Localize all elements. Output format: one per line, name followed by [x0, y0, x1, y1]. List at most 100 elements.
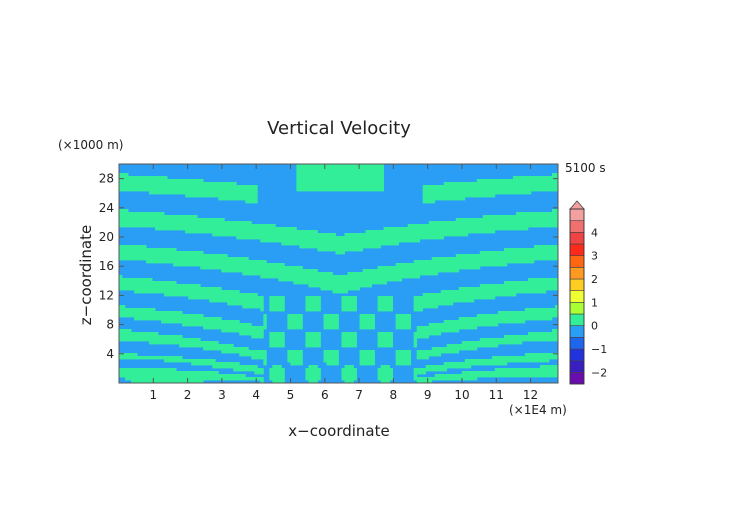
field-band-segment — [269, 374, 285, 378]
field-band-segment — [296, 170, 384, 174]
field-band-segment — [377, 344, 394, 348]
colorbar-swatch — [569, 267, 585, 280]
field-band-segment — [269, 338, 285, 342]
field-band-segment — [413, 308, 424, 312]
field-band-segment — [503, 281, 558, 285]
x-unit-label: (×1E4 m) — [509, 403, 567, 417]
field-band-segment — [554, 305, 558, 309]
x-tick-label: 10 — [454, 388, 469, 402]
colorbar-swatch — [569, 313, 585, 326]
field-band-segment — [119, 374, 246, 378]
field-band-segment — [296, 176, 384, 180]
x-tick-label: 8 — [390, 388, 398, 402]
field-band-segment — [260, 308, 264, 312]
colorbar-swatch — [569, 290, 585, 303]
field-band-segment — [269, 296, 285, 300]
field-band-segment — [377, 332, 394, 336]
field-band-segment — [290, 362, 303, 366]
field-band-segment — [263, 362, 267, 366]
field-band-segment — [305, 332, 321, 336]
field-band-segment — [422, 191, 532, 195]
field-band-segment — [119, 176, 168, 180]
field-band-segment — [260, 380, 264, 383]
field-band-segment — [416, 356, 430, 360]
x-tick-label: 11 — [489, 388, 504, 402]
field-band-segment — [119, 356, 183, 360]
x-axis: 1 2 3 4 5 6 7 8 9 10 11 12 — [149, 164, 538, 402]
field-band-segment — [299, 245, 381, 249]
y-tick-label: 24 — [99, 201, 114, 215]
field-band-segment — [416, 326, 478, 330]
field-band-segment — [119, 251, 204, 255]
field-band-segment — [344, 233, 469, 237]
colorbar-swatch — [569, 232, 585, 245]
field-band-segment — [263, 359, 267, 363]
field-band-segment — [287, 350, 303, 354]
field-band-segment — [323, 320, 339, 324]
field-band-segment — [413, 374, 418, 378]
field-band-segment — [515, 212, 558, 216]
y-tick-label: 28 — [99, 172, 114, 186]
colorbar-tick-label: 0 — [591, 320, 598, 333]
field-band-segment — [182, 323, 252, 327]
field-band-segment — [341, 341, 357, 345]
colorbar-swatch — [569, 348, 585, 361]
field-band-segment — [305, 299, 321, 303]
field-band-segment — [200, 266, 303, 270]
colorbar-swatch — [569, 278, 585, 291]
field-band-segment — [269, 341, 285, 345]
field-band-segment — [320, 287, 360, 291]
field-band-segment — [395, 320, 412, 324]
field-band-segment — [479, 251, 558, 255]
field-band-segment — [341, 338, 357, 342]
field-band-segment — [119, 212, 165, 216]
colorbar-frame — [569, 208, 585, 385]
field-band-segment — [383, 227, 529, 231]
field-band-segment — [377, 299, 394, 303]
field-band-segment — [365, 230, 496, 234]
field-band-segment — [428, 323, 499, 327]
field-band-segment — [119, 278, 153, 282]
field-band-segment — [395, 323, 412, 327]
field-band-segment — [431, 347, 478, 351]
field-band-segment — [269, 308, 285, 312]
field-band-segment — [119, 188, 258, 192]
field-band-segment — [422, 197, 466, 201]
field-band-segment — [527, 278, 558, 282]
field-band-segment — [377, 266, 481, 270]
field-band-segment — [164, 359, 216, 363]
field-band-segment — [119, 338, 201, 342]
field-band-segment — [269, 368, 285, 372]
field-band-segment — [458, 317, 553, 321]
colorbar-tick-label: −2 — [591, 366, 607, 379]
field-band-segment — [422, 293, 517, 297]
field-band-segment — [188, 296, 264, 300]
field-band-segment — [491, 356, 558, 360]
field-band-segment — [227, 302, 264, 306]
field-band-segment — [236, 236, 445, 240]
field-band-segment — [305, 368, 321, 372]
field-band-segment — [326, 362, 339, 366]
field-band-segment — [119, 311, 183, 315]
field-band-segment — [269, 332, 285, 336]
field-band-segment — [272, 365, 282, 369]
field-band-segment — [341, 377, 357, 381]
colorbar-extend-arrow — [569, 200, 585, 210]
field-band-segment — [185, 194, 258, 198]
field-band-segment — [245, 200, 258, 204]
field-band-segment — [395, 314, 412, 318]
velocity-field — [119, 164, 558, 383]
colorbar-swatch — [569, 325, 585, 338]
field-band-segment — [281, 242, 400, 246]
field-band-segment — [119, 248, 177, 252]
field-band-segment — [380, 365, 391, 369]
field-band-segment — [341, 332, 357, 336]
field-band-segment — [539, 365, 558, 369]
field-band-segment — [155, 227, 297, 231]
field-band-segment — [287, 356, 303, 360]
field-band-segment — [305, 308, 321, 312]
field-band-segment — [461, 371, 558, 375]
field-band-segment — [125, 377, 264, 381]
field-band-segment — [494, 368, 558, 372]
field-band-segment — [305, 302, 321, 306]
